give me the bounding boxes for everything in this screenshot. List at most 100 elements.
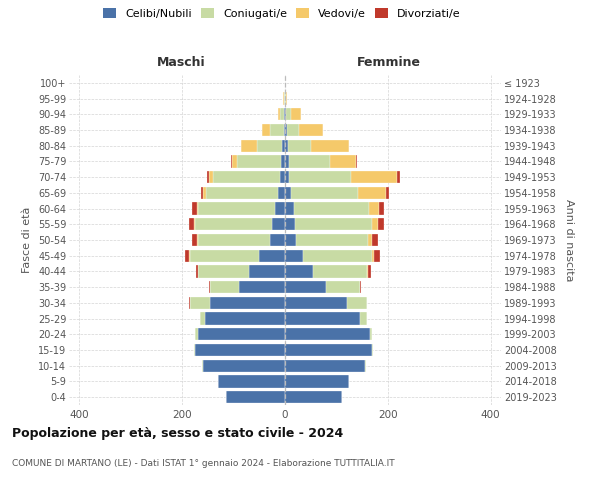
Text: COMUNE DI MARTANO (LE) - Dati ISTAT 1° gennaio 2024 - Elaborazione TUTTITALIA.IT: COMUNE DI MARTANO (LE) - Dati ISTAT 1° g…: [12, 459, 395, 468]
Bar: [278, 186, 285, 199]
Bar: [373, 250, 374, 262]
Bar: [379, 202, 384, 214]
Bar: [239, 281, 285, 293]
Bar: [207, 171, 209, 183]
Bar: [203, 186, 206, 199]
Bar: [226, 391, 285, 404]
Bar: [209, 281, 211, 293]
Bar: [206, 186, 278, 199]
Bar: [285, 344, 373, 356]
Bar: [278, 108, 280, 120]
Bar: [202, 360, 203, 372]
Bar: [286, 108, 291, 120]
Bar: [197, 234, 269, 246]
Bar: [285, 108, 286, 120]
Bar: [289, 171, 351, 183]
Bar: [286, 92, 287, 104]
Bar: [287, 140, 311, 152]
Bar: [356, 156, 357, 168]
Bar: [367, 266, 368, 278]
Bar: [257, 140, 283, 152]
Bar: [285, 186, 291, 199]
Bar: [285, 171, 289, 183]
Bar: [377, 218, 384, 230]
Bar: [196, 266, 197, 278]
Bar: [211, 296, 285, 309]
Bar: [347, 296, 367, 309]
Bar: [285, 391, 341, 404]
Bar: [294, 202, 369, 214]
Bar: [295, 218, 373, 230]
Bar: [281, 156, 285, 168]
Bar: [370, 328, 373, 340]
Bar: [269, 124, 284, 136]
Bar: [197, 328, 285, 340]
Bar: [197, 266, 249, 278]
Bar: [209, 171, 213, 183]
Bar: [189, 218, 194, 230]
Bar: [285, 312, 359, 324]
Bar: [190, 296, 211, 309]
Bar: [231, 156, 232, 168]
Bar: [203, 360, 285, 372]
Bar: [303, 250, 373, 262]
Bar: [285, 250, 303, 262]
Bar: [368, 234, 373, 246]
Text: Popolazione per età, sesso e stato civile - 2024: Popolazione per età, sesso e stato civil…: [12, 428, 343, 440]
Bar: [218, 376, 285, 388]
Bar: [397, 171, 400, 183]
Bar: [326, 281, 359, 293]
Bar: [269, 234, 285, 246]
Bar: [200, 312, 205, 324]
Bar: [296, 234, 368, 246]
Bar: [359, 312, 367, 324]
Bar: [351, 171, 397, 183]
Bar: [190, 250, 259, 262]
Bar: [195, 344, 285, 356]
Bar: [285, 376, 349, 388]
Bar: [285, 360, 365, 372]
Bar: [241, 140, 257, 152]
Bar: [213, 171, 280, 183]
Bar: [185, 250, 190, 262]
Bar: [285, 296, 347, 309]
Bar: [211, 281, 239, 293]
Bar: [285, 202, 294, 214]
Bar: [285, 124, 287, 136]
Bar: [197, 202, 275, 214]
Bar: [285, 266, 313, 278]
Bar: [249, 266, 285, 278]
Bar: [285, 92, 286, 104]
Bar: [262, 124, 269, 136]
Y-axis label: Fasce di età: Fasce di età: [22, 207, 32, 273]
Bar: [205, 312, 285, 324]
Bar: [195, 218, 272, 230]
Y-axis label: Anni di nascita: Anni di nascita: [563, 198, 574, 281]
Bar: [272, 218, 285, 230]
Bar: [193, 202, 197, 214]
Text: Maschi: Maschi: [157, 56, 206, 68]
Bar: [284, 124, 285, 136]
Bar: [373, 218, 377, 230]
Bar: [285, 281, 326, 293]
Bar: [291, 108, 301, 120]
Bar: [195, 328, 197, 340]
Bar: [285, 234, 296, 246]
Bar: [285, 156, 289, 168]
Bar: [283, 140, 285, 152]
Bar: [285, 218, 295, 230]
Bar: [280, 108, 284, 120]
Bar: [373, 234, 377, 246]
Bar: [313, 266, 367, 278]
Bar: [280, 171, 285, 183]
Bar: [368, 266, 371, 278]
Bar: [237, 156, 281, 168]
Bar: [359, 281, 361, 293]
Bar: [284, 92, 285, 104]
Bar: [287, 124, 299, 136]
Bar: [192, 234, 197, 246]
Bar: [200, 186, 203, 199]
Bar: [369, 202, 379, 214]
Bar: [299, 124, 323, 136]
Bar: [311, 140, 349, 152]
